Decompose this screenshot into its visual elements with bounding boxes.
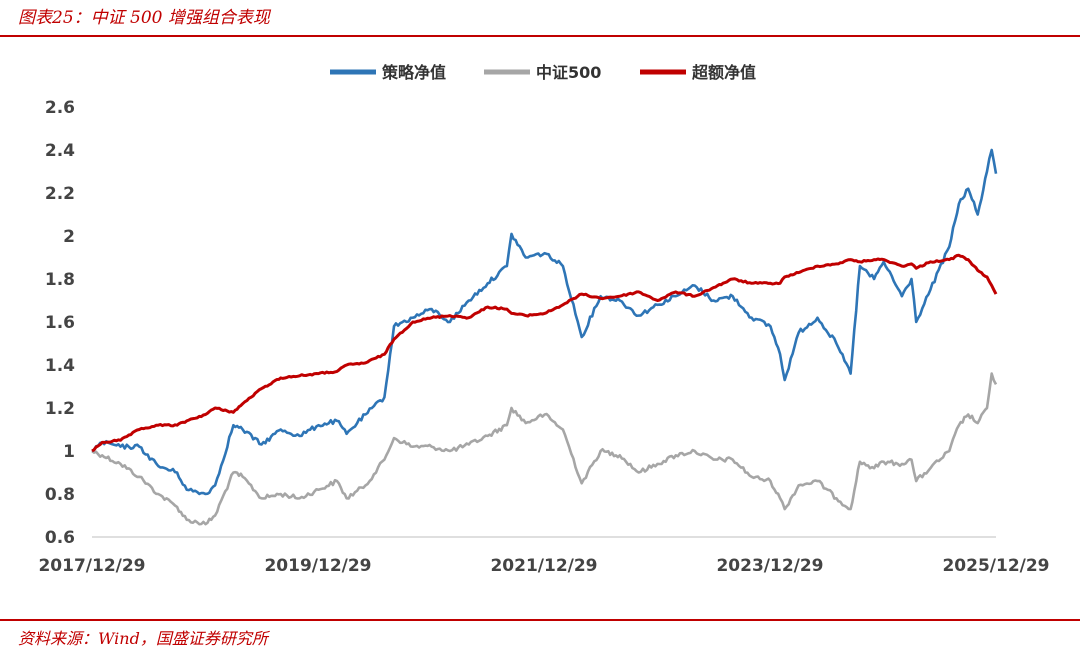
y-tick-label: 0.8 (45, 485, 75, 505)
x-tick-label: 2023/12/29 (716, 556, 823, 576)
x-tick-label: 2021/12/29 (490, 556, 597, 576)
chart-axes: 0.6 0.8 1 1.2 1.4 1.6 1.8 2 2.2 2.4 2.6 2017/12/29 2… (38, 98, 1049, 576)
x-tick-label: 2017/12/29 (38, 556, 145, 576)
legend-label: 中证500 (536, 63, 601, 82)
y-tick-label: 2.6 (45, 98, 75, 118)
figure-caption: 图表25：中证 500 增强组合表现 (18, 8, 270, 28)
y-tick-label: 1.8 (45, 270, 75, 290)
y-tick-label: 1.6 (45, 313, 75, 333)
series-line (91, 148, 998, 496)
legend-label: 超额净值 (691, 63, 756, 82)
x-tick-label: 2025/12/29 (942, 556, 1049, 576)
source-rule (0, 619, 1080, 621)
y-tick-label: 2 (63, 227, 75, 247)
legend-label: 策略净值 (381, 63, 446, 82)
source-note: 资料来源：Wind，国盛证券研究所 (18, 629, 268, 648)
caption-rule (0, 35, 1080, 37)
series-line (91, 372, 998, 526)
y-tick-label: 1.2 (45, 399, 75, 419)
series-line (91, 253, 998, 453)
y-tick-label: 1 (63, 442, 75, 462)
y-tick-label: 1.4 (45, 356, 75, 376)
chart-legend: 策略净值 中证500 超额净值 (330, 63, 756, 82)
y-tick-label: 2.2 (45, 184, 75, 204)
x-tick-label: 2019/12/29 (264, 556, 371, 576)
chart-series (91, 148, 998, 526)
y-tick-label: 2.4 (45, 141, 75, 161)
y-tick-label: 0.6 (45, 528, 75, 548)
